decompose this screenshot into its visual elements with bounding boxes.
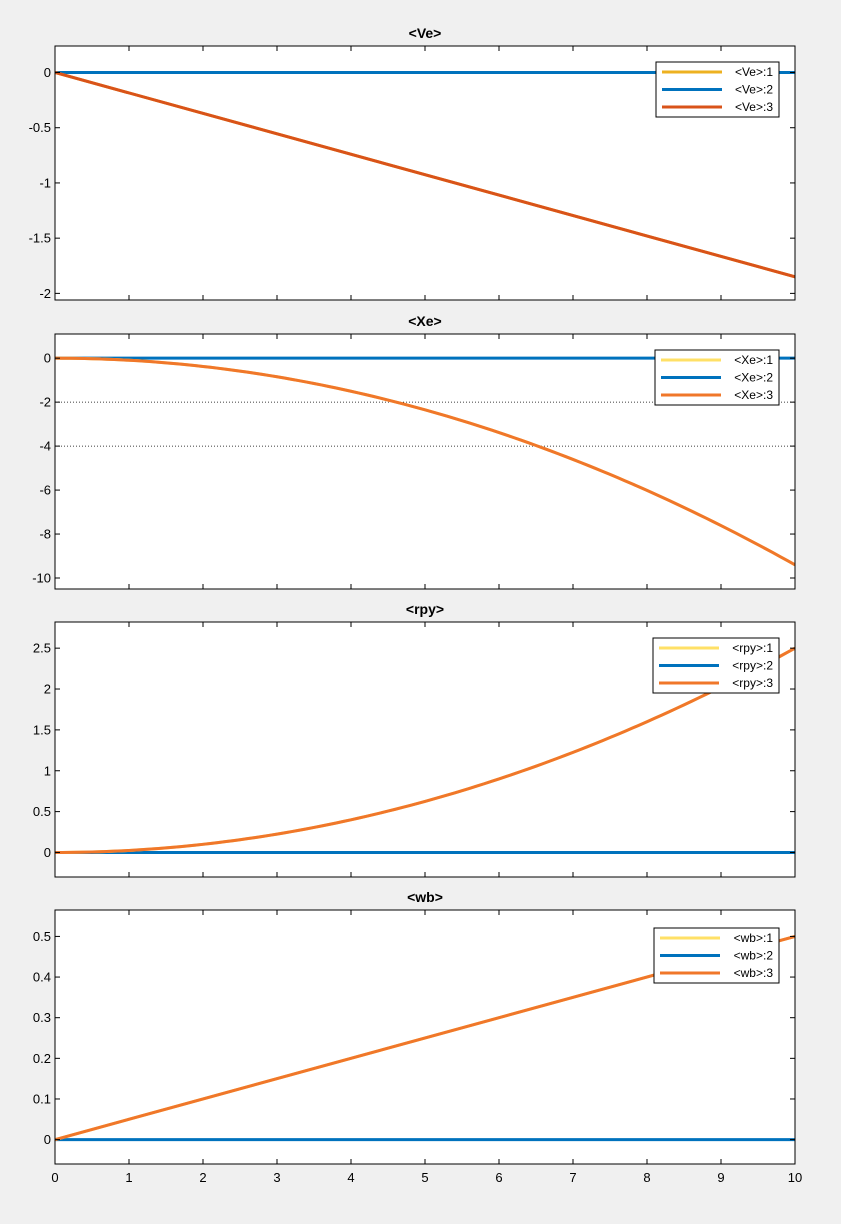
y-tick-label: -0.5 [29, 120, 51, 135]
legend-label-3: <Ve>:3 [735, 100, 773, 114]
y-tick-label: -4 [39, 439, 51, 454]
legend-label-3: <Xe>:3 [734, 388, 773, 402]
legend-label-3: <rpy>:3 [732, 676, 773, 690]
y-tick-label: 0.3 [33, 1010, 51, 1025]
legend-label-2: <Ve>:2 [735, 83, 773, 97]
legend: <Xe>:1 <Xe>:2 <Xe>:3 [654, 349, 780, 406]
x-tick-label: 9 [717, 1170, 724, 1185]
legend-label-1: <Xe>:1 [734, 353, 773, 367]
x-tick-label: 5 [421, 1170, 428, 1185]
subplot-1: 0 -0.5 -1 -1.5 -2 <Ve> <Ve>:1 <Ve>:2 <Ve>:3 [29, 25, 796, 301]
subplot-title: <rpy> [406, 601, 444, 617]
legend-label-1: <wb>:1 [734, 931, 774, 945]
legend-label-2: <wb>:2 [734, 949, 774, 963]
legend: <rpy>:1 <rpy>:2 <rpy>:3 [652, 637, 780, 694]
legend: <wb>:1 <wb>:2 <wb>:3 [653, 927, 780, 984]
y-tick-label: 1 [44, 763, 51, 778]
series-line-3 [55, 356, 795, 567]
y-tick-label: -6 [39, 483, 51, 498]
x-tick-label: 1 [125, 1170, 132, 1185]
legend-label-1: <Ve>:1 [735, 65, 773, 79]
x-tick-label: 2 [199, 1170, 206, 1185]
x-tick-label: 8 [643, 1170, 650, 1185]
y-tick-label: 0.5 [33, 929, 51, 944]
y-tick-label: -10 [32, 571, 51, 586]
legend-label-1: <rpy>:1 [732, 641, 773, 655]
y-tick-label: 0 [44, 1132, 51, 1147]
subplot-title: <wb> [407, 889, 443, 905]
y-tick-label: -2 [39, 286, 51, 301]
series-line-3 [55, 646, 795, 854]
y-tick-label: 1.5 [33, 722, 51, 737]
x-tick-label: 6 [495, 1170, 502, 1185]
series-line-3 [55, 71, 795, 279]
y-tick-label: 2 [44, 682, 51, 697]
legend: <Ve>:1 <Ve>:2 <Ve>:3 [655, 61, 780, 118]
legend-label-3: <wb>:3 [734, 966, 774, 980]
subplot-3: 2.5 2 1.5 1 0.5 0 <rpy> <rpy>:1 <rpy>:2 <rpy>:3 [33, 601, 796, 878]
y-tick-label: 0 [44, 845, 51, 860]
y-tick-label: 0.4 [33, 970, 51, 985]
x-tick-label: 10 [788, 1170, 802, 1185]
legend-label-2: <rpy>:2 [732, 659, 773, 673]
subplot-2: 0 -2 -4 -6 -8 -10 <Xe> <Xe>:1 <Xe>:2 <Xe>:3 [32, 313, 796, 590]
y-tick-label: 0 [44, 351, 51, 366]
y-tick-label: 0 [44, 65, 51, 80]
y-tick-label: -8 [39, 527, 51, 542]
y-tick-label: 0.1 [33, 1091, 51, 1106]
y-tick-label: 0.5 [33, 804, 51, 819]
subplot-title: <Ve> [409, 25, 442, 41]
y-tick-label: -1 [39, 175, 51, 190]
subplot-4: 0 1 2 3 4 5 6 7 8 9 100.50.40.30.20.10<wb><wb>:1<w… [33, 889, 802, 1185]
x-tick-label: 3 [273, 1170, 280, 1185]
x-tick-label: 7 [569, 1170, 576, 1185]
y-tick-label: 2.5 [33, 641, 51, 656]
legend-label-2: <Xe>:2 [734, 371, 773, 385]
y-tick-label: 0.2 [33, 1051, 51, 1066]
x-tick-label: 0 [51, 1170, 58, 1185]
y-tick-label: -1.5 [29, 231, 51, 246]
subplot-title: <Xe> [408, 313, 441, 329]
y-tick-label: -2 [39, 395, 51, 410]
x-tick-label: 4 [347, 1170, 354, 1185]
